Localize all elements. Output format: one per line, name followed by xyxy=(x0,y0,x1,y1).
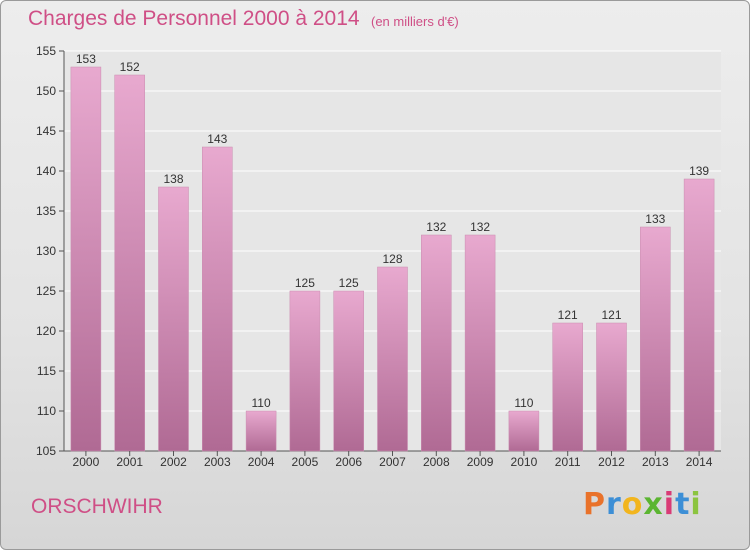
x-tick-label: 2001 xyxy=(116,455,143,469)
x-tick-label: 2007 xyxy=(379,455,406,469)
x-tick-label: 2012 xyxy=(598,455,625,469)
bar-value-label: 132 xyxy=(426,220,446,234)
bar-value-label: 143 xyxy=(207,132,227,146)
bar xyxy=(333,290,364,452)
y-tick-label: 105 xyxy=(36,444,56,458)
bar-value-label: 128 xyxy=(382,252,402,266)
bar-value-label: 152 xyxy=(120,60,140,74)
bar xyxy=(70,66,102,452)
bar-value-label: 110 xyxy=(514,396,533,410)
x-tick-label: 2004 xyxy=(248,455,275,469)
bar xyxy=(596,322,627,452)
y-tick-label: 150 xyxy=(36,84,56,98)
bar xyxy=(464,234,496,452)
logo-letter: i xyxy=(690,487,702,522)
bar xyxy=(289,290,321,452)
bar xyxy=(158,186,189,452)
bar-value-label: 139 xyxy=(689,164,709,178)
bar xyxy=(202,146,233,452)
logo-letter: x xyxy=(643,487,664,522)
bar xyxy=(508,410,540,452)
bar-value-label: 153 xyxy=(76,52,96,66)
y-tick-label: 130 xyxy=(36,244,56,258)
proxiti-logo: Proxiti xyxy=(583,487,702,522)
x-tick-label: 2009 xyxy=(467,455,494,469)
bar-value-label: 125 xyxy=(339,276,359,290)
bar-value-label: 121 xyxy=(558,308,578,322)
bar xyxy=(421,234,452,452)
bar-value-label: 121 xyxy=(601,308,621,322)
x-tick-label: 2014 xyxy=(686,455,713,469)
y-tick-label: 125 xyxy=(36,284,56,298)
x-tick-label: 2008 xyxy=(423,455,450,469)
bar xyxy=(552,322,583,452)
y-tick-label: 115 xyxy=(37,364,56,378)
logo-letter: t xyxy=(675,487,691,522)
logo-letter: i xyxy=(663,487,676,522)
x-tick-label: 2005 xyxy=(292,455,319,469)
y-tick-label: 140 xyxy=(36,164,56,178)
x-tick-label: 2000 xyxy=(73,455,100,469)
bar xyxy=(377,266,408,452)
bar xyxy=(245,410,277,452)
x-tick-label: 2003 xyxy=(204,455,231,469)
y-tick-label: 120 xyxy=(36,324,56,338)
y-tick-label: 135 xyxy=(36,204,56,218)
bar-value-label: 132 xyxy=(470,220,490,234)
x-tick-label: 2011 xyxy=(555,455,581,469)
x-tick-label: 2013 xyxy=(642,455,669,469)
x-tick-label: 2006 xyxy=(335,455,362,469)
bar xyxy=(114,74,145,452)
logo-letter: P xyxy=(583,487,606,522)
bar xyxy=(683,178,715,452)
y-tick-label: 110 xyxy=(37,404,56,418)
chart-title: Charges de Personnel 2000 à 2014 xyxy=(28,7,360,30)
chart-subtitle: (en milliers d'€) xyxy=(371,14,459,29)
x-tick-label: 2002 xyxy=(160,455,187,469)
bar-value-label: 138 xyxy=(163,172,183,186)
commune-name: ORSCHWIHR xyxy=(31,495,163,518)
y-tick-label: 155 xyxy=(36,44,56,58)
logo-letter: o xyxy=(621,487,644,522)
bar-value-label: 133 xyxy=(645,212,665,226)
bar-value-label: 125 xyxy=(295,276,315,290)
bar-value-label: 110 xyxy=(252,396,271,410)
logo-letter: r xyxy=(606,487,622,522)
x-tick-label: 2010 xyxy=(511,455,538,469)
bar xyxy=(640,226,671,452)
y-tick-label: 145 xyxy=(36,124,56,138)
